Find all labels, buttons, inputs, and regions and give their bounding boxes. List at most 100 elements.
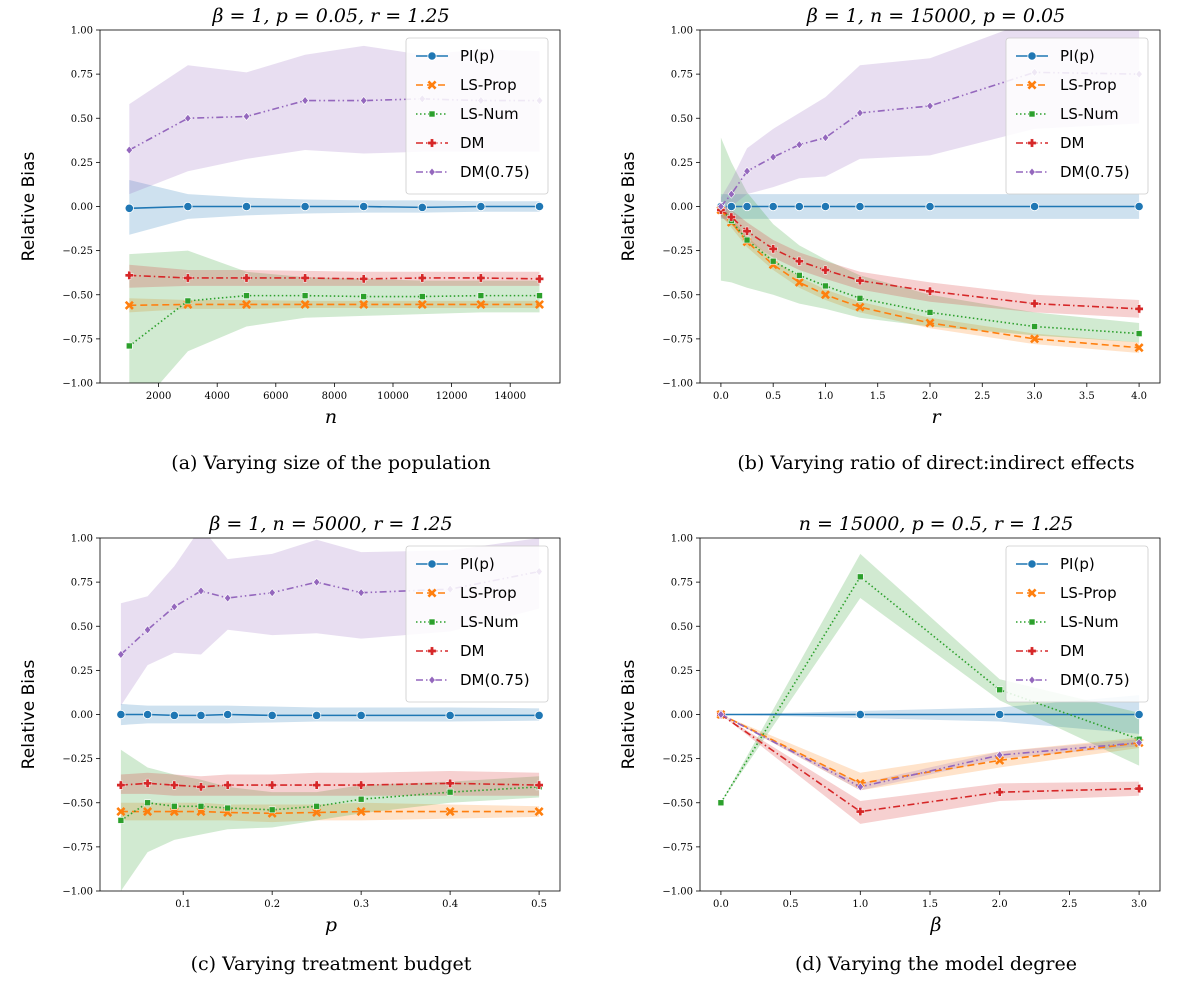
y-tick-label: 0.25 — [71, 666, 93, 677]
point-ls-prop — [476, 299, 486, 309]
legend-marker-dm-0-75 — [1028, 167, 1036, 177]
band-dm-0-75 — [720, 714, 1140, 791]
y-tick-label: −0.25 — [662, 246, 693, 257]
legend-box — [405, 37, 549, 195]
point-pi-p — [742, 201, 752, 212]
point-ls-num — [360, 293, 367, 300]
point-ls-num — [418, 293, 426, 300]
point-pi-p — [417, 202, 427, 212]
legend: PI(p) LS-Prop LS-Num DM DM(0.75) — [405, 37, 549, 195]
band-ls-num — [720, 553, 1140, 803]
point-ls-num — [1031, 323, 1038, 330]
point-dm — [183, 273, 193, 283]
point-dm — [821, 265, 830, 275]
line-ls-prop — [720, 209, 1140, 349]
y-tick-label: 0.50 — [671, 114, 693, 125]
point-ls-num — [313, 802, 320, 810]
point-pi-p — [356, 710, 366, 720]
x-tick-label: 3.0 — [1027, 391, 1043, 402]
legend-label-ls-prop: LS-Prop — [1060, 76, 1117, 94]
y-tick-label: 0.75 — [71, 578, 93, 589]
point-ls-num — [144, 799, 151, 807]
point-dm — [1134, 304, 1144, 314]
y-tick-label: 1.00 — [71, 26, 93, 37]
x-tick-label: 2.0 — [922, 391, 938, 402]
point-ls-num — [224, 804, 231, 812]
y-tick-label: −0.50 — [662, 798, 693, 809]
x-axis-label: β — [930, 914, 942, 936]
legend-marker-ls-prop — [1027, 588, 1037, 598]
point-ls-num — [301, 292, 309, 299]
plot-area — [716, 553, 1144, 824]
legend-marker-ls-num — [428, 110, 436, 118]
point-ls-prop — [356, 807, 366, 817]
point-ls-prop — [794, 277, 804, 287]
point-dm — [124, 270, 134, 280]
point-dm — [300, 273, 310, 283]
y-tick-label: 0.75 — [71, 70, 93, 81]
point-pi-p — [1029, 201, 1040, 212]
panel-d: 0.0 0.5 1.0 1.5 2.0 2.5 3.0 −1.00 −0.75 −0.50 −0.2… — [619, 513, 1161, 975]
y-tick-label: −1.00 — [62, 887, 93, 898]
band-ls-prop — [720, 714, 1140, 791]
point-pi-p — [925, 201, 935, 212]
point-ls-num — [769, 257, 777, 265]
point-ls-num — [1135, 330, 1143, 337]
point-dm — [855, 276, 865, 286]
band-dm — [720, 202, 1140, 318]
point-dm-0-75 — [769, 152, 777, 162]
x-tick-label: 0.4 — [442, 899, 458, 910]
point-dm-0-75 — [717, 710, 725, 719]
point-ls-num — [743, 236, 751, 244]
y-tick-label: −1.00 — [662, 887, 693, 898]
point-dm — [223, 780, 233, 790]
line-dm-0-75 — [720, 713, 1140, 788]
legend-label-ls-prop: LS-Prop — [460, 584, 517, 602]
point-ls-prop — [534, 299, 545, 309]
point-dm-0-75 — [821, 133, 830, 143]
y-tick-label: −1.00 — [662, 379, 693, 390]
point-pi-p — [445, 710, 455, 720]
x-tick-label: 3.5 — [1079, 391, 1095, 402]
band-dm — [720, 714, 1140, 824]
point-dm-0-75 — [242, 112, 251, 121]
point-ls-prop — [359, 299, 369, 309]
point-pi-p — [768, 201, 778, 212]
point-ls-prop — [312, 807, 322, 817]
y-tick-label: 0.75 — [671, 578, 693, 589]
point-ls-prop — [925, 318, 935, 328]
y-tick-label: 0.50 — [71, 622, 93, 633]
point-pi-p — [183, 201, 193, 212]
panel-caption: (a) Varying size of the population — [171, 452, 490, 474]
point-dm-0-75 — [117, 650, 125, 659]
point-ls-num — [717, 799, 725, 807]
x-tick-label: 4.0 — [1131, 391, 1147, 402]
y-axis-label: Relative Bias — [19, 660, 39, 770]
legend-marker-dm — [427, 646, 437, 656]
y-axis-label: Relative Bias — [619, 152, 639, 262]
legend-label-ls-num: LS-Num — [1060, 105, 1119, 123]
x-tick-label: 0.5 — [765, 391, 781, 402]
point-ls-prop — [1030, 334, 1040, 344]
legend-label-dm-0-75: DM(0.75) — [460, 671, 530, 689]
point-dm-0-75 — [856, 108, 864, 118]
point-pi-p — [855, 201, 865, 212]
panel-caption: (c) Varying treatment budget — [191, 953, 472, 975]
point-pi-p — [726, 201, 736, 212]
legend-marker-ls-num — [1028, 618, 1036, 626]
point-ls-prop — [855, 302, 865, 312]
point-pi-p — [534, 710, 544, 720]
x-tick-label: 2.0 — [992, 899, 1008, 910]
point-dm — [768, 244, 778, 254]
point-pi-p — [241, 201, 252, 212]
x-axis-label: n — [325, 406, 337, 428]
point-pi-p — [794, 201, 804, 212]
x-tick-label: 0.3 — [353, 899, 369, 910]
x-tick-label: 0.0 — [713, 391, 729, 402]
point-dm — [742, 226, 752, 236]
legend-label-dm-0-75: DM(0.75) — [1060, 671, 1130, 689]
x-tick-label: 0.1 — [175, 899, 191, 910]
band-pi-p — [120, 703, 540, 726]
legend-label-ls-prop: LS-Prop — [1060, 584, 1117, 602]
point-dm-0-75 — [727, 189, 736, 199]
